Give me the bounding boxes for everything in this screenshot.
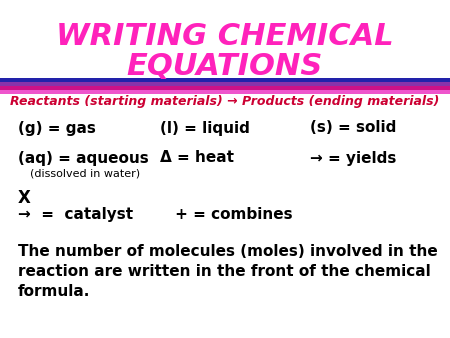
Bar	[0, 82, 450, 86]
Text: → = yields: → = yields	[310, 150, 396, 166]
Text: Δ = heat: Δ = heat	[160, 150, 234, 166]
Bar	[0, 78, 450, 82]
Text: (dissolved in water): (dissolved in water)	[30, 169, 140, 179]
Bar	[0, 90, 450, 94]
Text: Reactants (starting materials) → Products (ending materials): Reactants (starting materials) → Product…	[10, 96, 439, 108]
Text: The number of molecules (moles) involved in the
reaction are written in the fron: The number of molecules (moles) involved…	[18, 244, 438, 298]
Text: EQUATIONS: EQUATIONS	[127, 52, 323, 81]
Text: X: X	[18, 189, 31, 207]
Text: WRITING CHEMICAL: WRITING CHEMICAL	[56, 22, 394, 51]
Text: (aq) = aqueous: (aq) = aqueous	[18, 150, 149, 166]
Text: (l) = liquid: (l) = liquid	[160, 121, 250, 136]
Text: (g) = gas: (g) = gas	[18, 121, 96, 136]
Text: (s) = solid: (s) = solid	[310, 121, 396, 136]
Bar	[0, 86, 450, 90]
Text: →  =  catalyst        + = combines: → = catalyst + = combines	[18, 207, 292, 221]
